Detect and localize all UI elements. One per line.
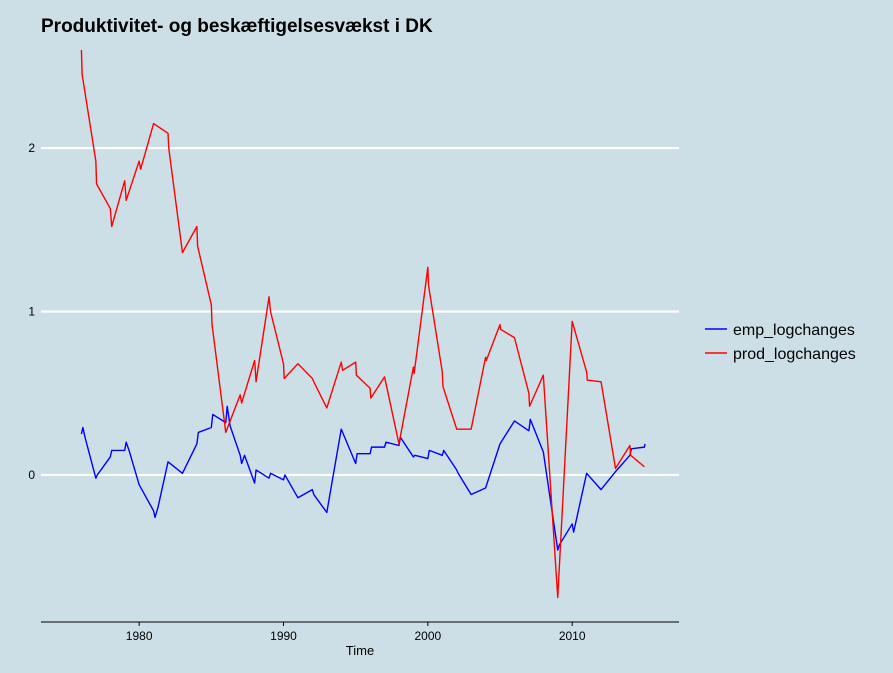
x-tick-label: 1990 — [270, 629, 297, 643]
x-tick-label: 1980 — [126, 629, 153, 643]
y-tick-label: 2 — [28, 141, 35, 155]
x-axis-title: Time — [346, 643, 374, 658]
series-lines — [80, 49, 646, 599]
y-tick-label: 1 — [28, 304, 35, 318]
gridlines — [41, 146, 679, 477]
x-tick-labels: 1980 1990 2000 2010 — [126, 622, 586, 643]
legend-label: emp_logchanges — [733, 322, 855, 339]
legend-label: prod_logchanges — [733, 346, 856, 363]
legend: emp_logchanges prod_logchanges — [705, 322, 856, 363]
y-tick-label: 0 — [28, 468, 35, 482]
chart-title: Produktivitet- og beskæftigelsesvækst i … — [41, 16, 433, 37]
series-line-prod_logchanges — [80, 49, 645, 599]
y-tick-labels: 0 1 2 — [28, 141, 35, 482]
series-line-emp_logchanges — [80, 405, 646, 551]
x-tick-label: 2000 — [414, 629, 441, 643]
x-tick-label: 2010 — [559, 629, 586, 643]
